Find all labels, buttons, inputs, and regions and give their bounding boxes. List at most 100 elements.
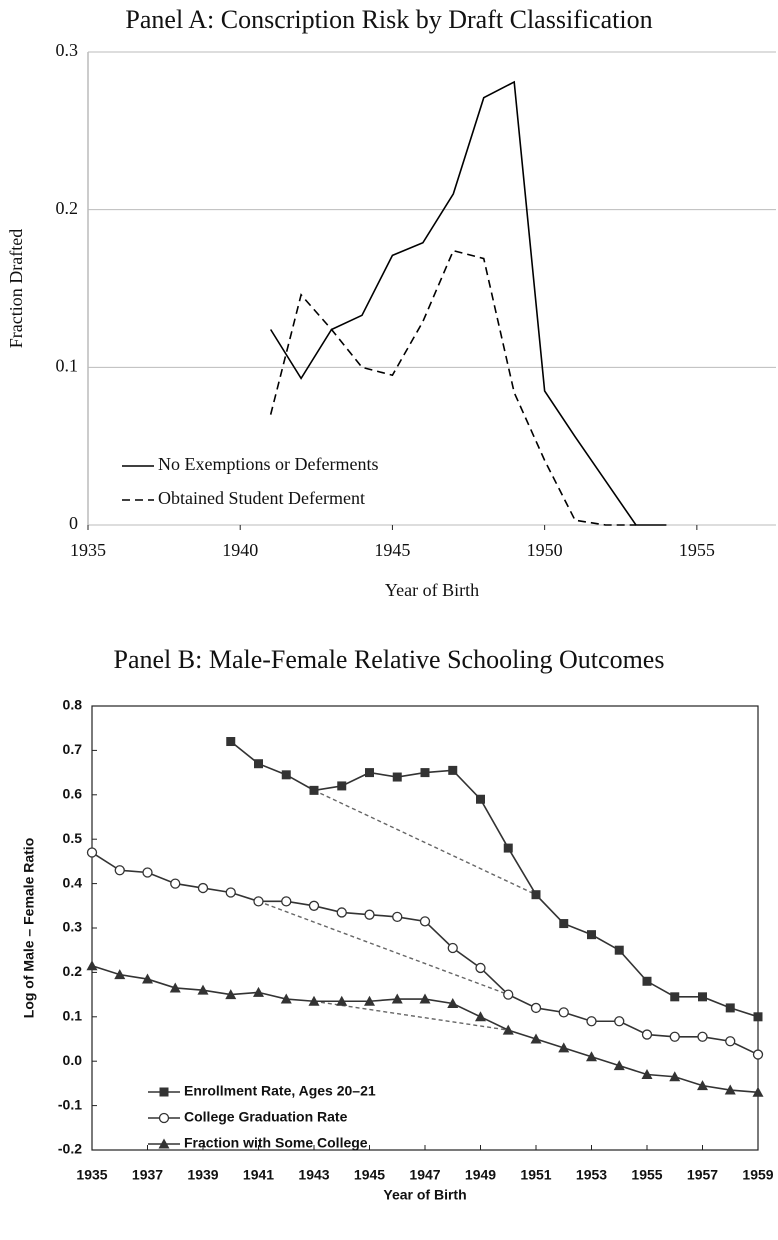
marker	[559, 919, 569, 929]
marker	[475, 1011, 486, 1022]
x-tick-label: 1939	[187, 1167, 218, 1183]
marker	[158, 1138, 170, 1149]
marker	[142, 867, 153, 878]
marker	[226, 737, 236, 747]
x-tick-label: 1957	[687, 1167, 718, 1183]
marker	[530, 1002, 542, 1014]
x-tick-label: 1953	[576, 1167, 607, 1183]
x-axis-label: Year of Birth	[383, 1187, 466, 1203]
legend-label: Enrollment Rate, Ages 20–21	[184, 1083, 376, 1099]
marker	[114, 865, 125, 876]
marker	[502, 1024, 514, 1035]
x-tick-label: 1959	[742, 1167, 773, 1183]
marker	[308, 900, 320, 911]
x-axis-label: Year of Birth	[385, 580, 479, 600]
x-tick-label: 1951	[520, 1167, 551, 1183]
marker	[336, 995, 348, 1006]
x-tick-label: 1941	[243, 1167, 274, 1183]
marker	[670, 992, 680, 1002]
marker	[586, 1016, 597, 1027]
y-tick-label: 0.1	[63, 1008, 83, 1024]
marker	[281, 896, 292, 907]
marker	[558, 1007, 569, 1018]
y-axis-label: Fraction Drafted	[6, 229, 26, 348]
marker	[447, 997, 459, 1008]
y-tick-label: 0.4	[63, 874, 83, 890]
y-axis-label: Log of Male – Female Ratio	[21, 838, 37, 1018]
series-line	[91, 964, 759, 1094]
marker	[86, 847, 98, 858]
marker	[365, 768, 374, 778]
x-tick-label: 1940	[222, 540, 258, 560]
x-tick-label: 1937	[132, 1167, 163, 1183]
marker	[337, 781, 347, 791]
y-tick-label: 0	[69, 513, 78, 533]
legend-label: College Graduation Rate	[184, 1109, 348, 1125]
x-tick-label: 1935	[76, 1167, 107, 1183]
marker	[558, 1042, 570, 1053]
y-tick-label: 0.3	[63, 919, 83, 935]
marker	[392, 911, 403, 923]
y-tick-label: -0.2	[58, 1141, 82, 1157]
marker	[364, 995, 375, 1006]
panel-b: Panel B: Male-Female Relative Schooling …	[21, 645, 774, 1203]
series-line	[91, 851, 759, 1056]
y-tick-label: 0.8	[63, 697, 83, 713]
series-line	[269, 80, 667, 526]
marker	[530, 1033, 542, 1044]
marker	[159, 1087, 169, 1097]
marker	[641, 1029, 653, 1040]
y-tick-label: 0.1	[56, 355, 79, 375]
y-tick-label: 0.3	[56, 40, 79, 60]
marker	[280, 993, 292, 1004]
x-tick-label: 1945	[354, 1167, 385, 1183]
marker	[698, 992, 707, 1002]
marker	[392, 772, 402, 782]
marker	[725, 1036, 736, 1047]
series-line	[230, 740, 759, 1018]
y-tick-label: 0.5	[63, 830, 83, 846]
marker	[752, 1086, 764, 1097]
marker	[753, 1012, 763, 1022]
trend-segment	[313, 789, 537, 896]
y-tick-label: -0.1	[58, 1096, 82, 1112]
marker	[614, 1016, 625, 1027]
marker	[614, 945, 624, 955]
marker	[697, 1080, 708, 1091]
x-tick-label: 1943	[298, 1167, 329, 1183]
marker	[448, 765, 458, 775]
marker	[724, 1084, 736, 1095]
series-line	[269, 249, 636, 526]
x-tick-label: 1955	[679, 540, 715, 560]
x-tick-label: 1947	[409, 1167, 440, 1183]
marker	[642, 976, 652, 986]
marker	[586, 1051, 597, 1062]
marker	[225, 989, 237, 1000]
marker	[308, 995, 320, 1006]
x-tick-label: 1935	[70, 540, 106, 560]
marker	[752, 1049, 764, 1060]
marker	[531, 890, 541, 900]
marker	[503, 843, 513, 853]
marker	[697, 1031, 708, 1042]
marker	[281, 770, 291, 780]
marker	[613, 1060, 625, 1071]
marker	[503, 989, 514, 1000]
marker	[169, 982, 181, 993]
marker	[142, 973, 153, 984]
x-tick-label: 1945	[374, 540, 410, 560]
x-tick-label: 1955	[631, 1167, 662, 1183]
panel-a: Panel A: Conscription Risk by Draft Clas…	[6, 5, 776, 600]
marker	[309, 785, 319, 795]
x-tick-label: 1949	[465, 1167, 496, 1183]
marker	[114, 969, 126, 980]
y-tick-label: 0.0	[63, 1052, 83, 1068]
marker	[475, 962, 486, 974]
marker	[419, 916, 431, 927]
marker	[587, 930, 596, 940]
x-tick-label: 1950	[527, 540, 563, 560]
marker	[391, 993, 403, 1004]
marker	[476, 794, 485, 804]
marker	[336, 907, 347, 918]
